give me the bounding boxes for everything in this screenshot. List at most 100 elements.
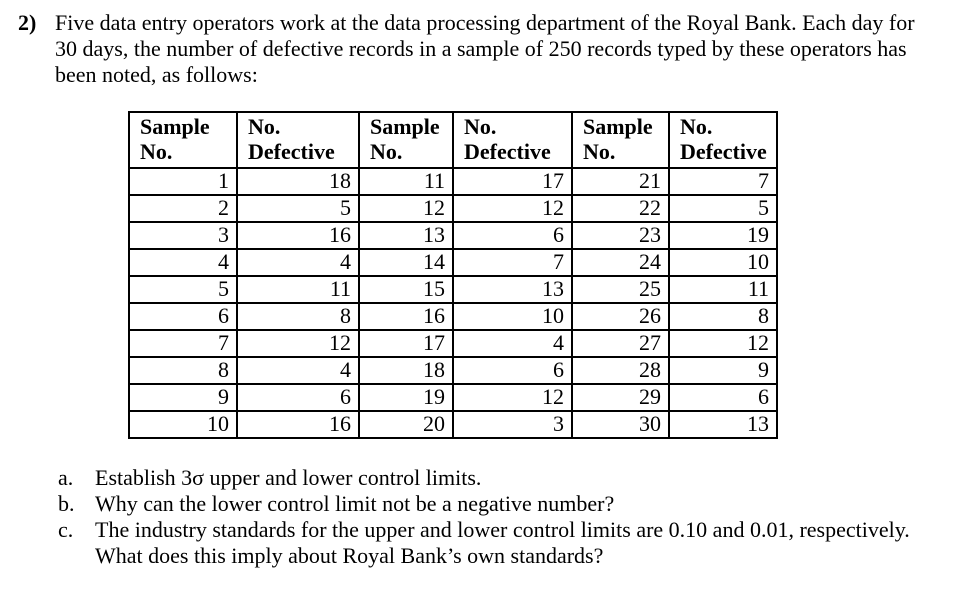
table-cell: 14 [358,248,454,277]
table-cell: 7 [128,329,238,358]
table-cell: 6 [236,383,360,412]
table-cell: 4 [452,329,573,358]
table-cell: 10 [668,248,778,277]
subquestion-c: c. The industry standards for the upper … [58,517,960,569]
header-line: No. [583,139,616,164]
table-cell: 15 [358,275,454,304]
table-cell: 2 [128,194,238,223]
table-cell: 30 [571,410,670,439]
table-cell: 3 [452,410,573,439]
table-cell: 5 [128,275,238,304]
header-sample-no-3: Sample No. [571,111,670,169]
table-cell: 16 [236,410,360,439]
table-cell: 5 [236,194,360,223]
table-cell: 12 [236,329,360,358]
subquestion-line: Why can the lower control limit not be a… [95,491,615,516]
question-intro: Five data entry operators work at the da… [55,10,915,88]
header-sample-no-2: Sample No. [358,111,454,169]
header-sample-no-1: Sample No. [128,111,238,169]
table-cell: 16 [358,302,454,331]
table-cell: 24 [571,248,670,277]
table-row: 4 4 14 7 24 10 [128,248,778,277]
table-cell: 21 [571,167,670,196]
table-cell: 12 [358,194,454,223]
header-line: No. [248,114,281,139]
subquestion-line: What does this imply about Royal Bank’s … [95,543,604,568]
table-cell: 13 [358,221,454,250]
table-cell: 3 [128,221,238,250]
header-no-defective-3: No. Defective [668,111,778,169]
intro-line: Five data entry operators work at the da… [55,10,915,35]
table-cell: 1 [128,167,238,196]
header-no-defective-2: No. Defective [452,111,573,169]
table-row: 2 5 12 12 22 5 [128,194,778,223]
table-cell: 12 [452,383,573,412]
table-cell: 7 [668,167,778,196]
question-block: 2) Five data entry operators work at the… [18,10,960,88]
subquestions: a. Establish 3σ upper and lower control … [58,465,960,569]
table-row: 1 18 11 17 21 7 [128,167,778,196]
intro-line: been noted, as follows: [55,62,258,87]
header-line: No. [464,114,497,139]
subquestion-a-label: a. [58,465,74,490]
intro-line: 30 days, the number of defective records… [55,36,907,61]
table-cell: 16 [236,221,360,250]
subquestion-line: Establish 3σ upper and lower control lim… [95,465,482,490]
table-cell: 29 [571,383,670,412]
table-cell: 13 [452,275,573,304]
table-cell: 25 [571,275,670,304]
table-row: 8 4 18 6 28 9 [128,356,778,385]
table-cell: 12 [668,329,778,358]
subquestion-c-text: The industry standards for the upper and… [95,517,910,569]
table-cell: 9 [128,383,238,412]
table-cell: 13 [668,410,778,439]
table-cell: 9 [668,356,778,385]
header-line: Sample [140,114,210,139]
table-cell: 11 [668,275,778,304]
table-header-row: Sample No. No. Defective Sample No. No. … [128,111,778,169]
subquestion-b-label: b. [58,491,75,516]
table-cell: 28 [571,356,670,385]
table-cell: 5 [668,194,778,223]
table-cell: 19 [668,221,778,250]
header-line: Sample [583,114,653,139]
table-cell: 4 [128,248,238,277]
table-cell: 17 [358,329,454,358]
table-cell: 17 [452,167,573,196]
table-row: 6 8 16 10 26 8 [128,302,778,331]
table-row: 9 6 19 12 29 6 [128,383,778,412]
table-cell: 10 [128,410,238,439]
table-cell: 6 [128,302,238,331]
subquestion-a: a. Establish 3σ upper and lower control … [58,465,960,491]
table-cell: 27 [571,329,670,358]
table-cell: 11 [236,275,360,304]
header-line: No. [140,139,173,164]
subquestion-line: The industry standards for the upper and… [95,517,910,542]
header-line: No. [680,114,713,139]
table-row: 3 16 13 6 23 19 [128,221,778,250]
table-cell: 11 [358,167,454,196]
subquestion-a-text: Establish 3σ upper and lower control lim… [95,465,481,491]
table-cell: 4 [236,356,360,385]
table-cell: 18 [236,167,360,196]
subquestion-b-text: Why can the lower control limit not be a… [95,491,614,517]
table-cell: 4 [236,248,360,277]
defective-records-table: Sample No. No. Defective Sample No. No. … [128,111,778,439]
table-cell: 20 [358,410,454,439]
table-cell: 7 [452,248,573,277]
table-row: 7 12 17 4 27 12 [128,329,778,358]
table-cell: 26 [571,302,670,331]
header-line: Defective [464,139,551,164]
header-line: Sample [370,114,440,139]
table-cell: 8 [128,356,238,385]
table-cell: 18 [358,356,454,385]
table-cell: 8 [236,302,360,331]
table-cell: 22 [571,194,670,223]
header-line: Defective [248,139,335,164]
header-line: Defective [680,139,767,164]
table-cell: 12 [452,194,573,223]
question-number: 2) [18,10,37,35]
header-no-defective-1: No. Defective [236,111,360,169]
table-cell: 6 [452,221,573,250]
header-line: No. [370,139,403,164]
